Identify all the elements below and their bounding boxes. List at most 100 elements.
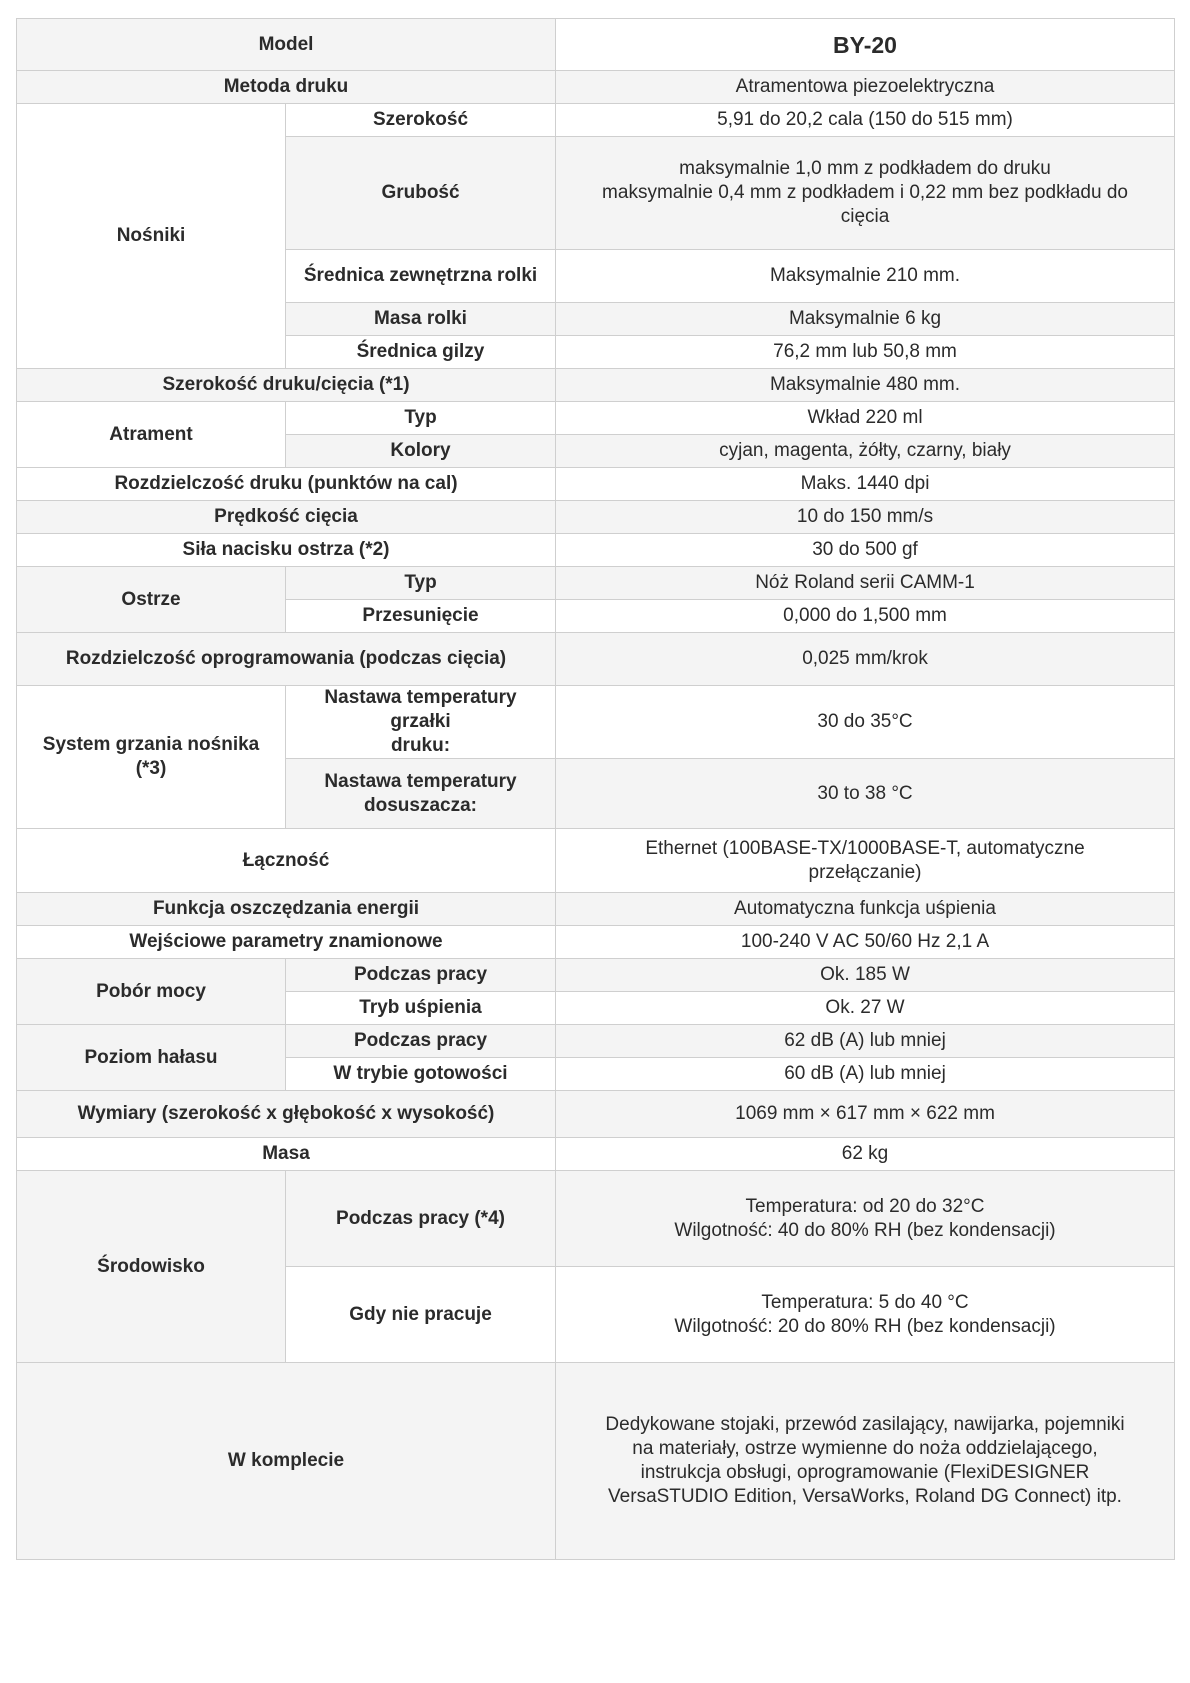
value-line: Wilgotność: 40 do 80% RH (bez kondensacj… xyxy=(674,1219,1056,1241)
table-row: Rozdzielczość druku (punktów na cal) Mak… xyxy=(15,467,1176,501)
value-line: Wilgotność: 20 do 80% RH (bez kondensacj… xyxy=(674,1315,1056,1337)
sub-label: Masa rolki xyxy=(284,302,557,336)
row-value: 0,000 do 1,500 mm xyxy=(555,599,1176,633)
row-value: 0,025 mm/krok xyxy=(555,632,1176,686)
label-line: dosuszacza: xyxy=(364,794,477,816)
table-row: Masa rolki Maksymalnie 6 kg xyxy=(17,302,1176,336)
sub-label: Podczas pracy (*4) xyxy=(284,1170,557,1267)
sub-label: Średnica gilzy xyxy=(284,335,557,369)
sub-label: Nastawa temperatury grzałki druku: xyxy=(284,685,557,759)
value-line: Temperatura: od 20 do 32°C xyxy=(745,1195,985,1217)
table-row: Wejściowe parametry znamionowe 100-240 V… xyxy=(15,925,1176,959)
row-value: Nóż Roland serii CAMM-1 xyxy=(555,566,1176,600)
row-value: 62 dB (A) lub mniej xyxy=(555,1024,1176,1058)
sub-label: Szerokość xyxy=(284,103,557,137)
row-value: 30 do 500 gf xyxy=(555,533,1176,567)
group-label: Ostrze xyxy=(16,566,286,633)
row-label: W komplecie xyxy=(15,1362,557,1560)
table-row: Łączność Ethernet (100BASE-TX/1000BASE-T… xyxy=(15,828,1176,893)
sub-label: Gdy nie pracuje xyxy=(284,1266,557,1363)
sub-label: Grubość xyxy=(284,136,557,250)
group-label: Atrament xyxy=(16,401,286,468)
row-value: 5,91 do 20,2 cala (150 do 515 mm) xyxy=(555,103,1176,137)
sub-label: Tryb uśpienia xyxy=(284,991,557,1025)
table-row: Pobór mocy Podczas pracy Ok. 185 W xyxy=(16,958,1176,1025)
row-value: Maksymalnie 210 mm. xyxy=(555,249,1176,303)
sub-label: Kolory xyxy=(284,434,557,468)
table-row: Nośniki Szerokość 5,91 do 20,2 cala (150… xyxy=(16,103,1176,369)
table-header-row: Model BY-20 xyxy=(15,18,1176,71)
table-row: W komplecie Dedykowane stojaki, przewód … xyxy=(15,1362,1176,1560)
row-value: Maksymalnie 6 kg xyxy=(555,302,1176,336)
label-line: druku: xyxy=(390,735,451,756)
row-value: 100-240 V AC 50/60 Hz 2,1 A xyxy=(555,925,1176,959)
sub-label: W trybie gotowości xyxy=(284,1057,557,1091)
value-line: na materiały, ostrze wymienne do noża od… xyxy=(632,1438,1098,1459)
spec-table: Model BY-20 Metoda druku Atramentowa pie… xyxy=(15,18,1176,1560)
value-line: maksymalnie 0,4 mm z podkładem i 0,22 mm… xyxy=(602,182,1128,203)
row-label: Rozdzielczość druku (punktów na cal) xyxy=(15,467,557,501)
value-line: przełączanie) xyxy=(808,862,922,883)
table-row: Średnica gilzy 76,2 mm lub 50,8 mm xyxy=(17,335,1176,369)
row-value: maksymalnie 1,0 mm z podkładem do druku … xyxy=(555,136,1176,250)
row-value: 30 to 38 °C xyxy=(555,758,1176,829)
table-row: Siła nacisku ostrza (*2) 30 do 500 gf xyxy=(15,533,1176,567)
group-label: Środowisko xyxy=(16,1170,286,1363)
table-row: Średnica zewnętrzna rolki Maksymalnie 21… xyxy=(17,249,1176,303)
header-model-value: BY-20 xyxy=(555,18,1176,71)
sub-label: Średnica zewnętrzna rolki xyxy=(284,249,557,303)
sub-label: Typ xyxy=(284,566,557,600)
table-row: Rozdzielczość oprogramowania (podczas ci… xyxy=(15,632,1176,686)
group-label: Pobór mocy xyxy=(16,958,286,1025)
row-label: Wymiary (szerokość x głębokość x wysokoś… xyxy=(15,1090,557,1138)
label-line: Nastawa temperatury grzałki xyxy=(324,687,517,732)
table-row: Tryb uśpienia Ok. 27 W xyxy=(17,991,1176,1025)
row-value: Dedykowane stojaki, przewód zasilający, … xyxy=(555,1362,1176,1560)
table-row: Prędkość cięcia 10 do 150 mm/s xyxy=(15,500,1176,534)
table-row: Atrament Typ Wkład 220 ml xyxy=(16,401,1176,468)
row-value: 10 do 150 mm/s xyxy=(555,500,1176,534)
header-model-label: Model xyxy=(15,18,557,71)
row-label: Siła nacisku ostrza (*2) xyxy=(15,533,557,567)
sub-label: Podczas pracy xyxy=(284,1024,557,1058)
table-row: Szerokość druku/cięcia (*1) Maksymalnie … xyxy=(15,368,1176,402)
value-line: cięcia xyxy=(840,206,890,227)
table-row: Kolory cyjan, magenta, żółty, czarny, bi… xyxy=(17,434,1176,468)
row-value: cyjan, magenta, żółty, czarny, biały xyxy=(555,434,1176,468)
row-value: Temperatura: 5 do 40 °C Wilgotność: 20 d… xyxy=(555,1266,1176,1363)
table-row: Metoda druku Atramentowa piezoelektryczn… xyxy=(15,70,1176,104)
sub-label: Przesunięcie xyxy=(284,599,557,633)
group-label: Nośniki xyxy=(16,103,286,369)
row-value: Maksymalnie 480 mm. xyxy=(555,368,1176,402)
row-label: Funkcja oszczędzania energii xyxy=(15,892,557,926)
value-line: VersaSTUDIO Edition, VersaWorks, Roland … xyxy=(608,1486,1122,1507)
row-value: 62 kg xyxy=(555,1137,1176,1171)
sub-label: Typ xyxy=(284,401,557,435)
table-row: Funkcja oszczędzania energii Automatyczn… xyxy=(15,892,1176,926)
table-row: Poziom hałasu Podczas pracy 62 dB (A) lu… xyxy=(16,1024,1176,1091)
row-value: 1069 mm × 617 mm × 622 mm xyxy=(555,1090,1176,1138)
row-value: 60 dB (A) lub mniej xyxy=(555,1057,1176,1091)
value-line: Dedykowane stojaki, przewód zasilający, … xyxy=(605,1414,1125,1435)
group-label: Poziom hałasu xyxy=(16,1024,286,1091)
value-line: Temperatura: 5 do 40 °C xyxy=(761,1291,969,1313)
row-label: Metoda druku xyxy=(15,70,557,104)
table-row: Grubość maksymalnie 1,0 mm z podkładem d… xyxy=(17,136,1176,250)
row-value: Temperatura: od 20 do 32°C Wilgotność: 4… xyxy=(555,1170,1176,1267)
row-value: Automatyczna funkcja uśpienia xyxy=(555,892,1176,926)
table-row: Nastawa temperatury dosuszacza: 30 to 38… xyxy=(17,758,1176,829)
sub-label: Podczas pracy xyxy=(284,958,557,992)
row-value: 76,2 mm lub 50,8 mm xyxy=(555,335,1176,369)
table-row: Wymiary (szerokość x głębokość x wysokoś… xyxy=(15,1090,1176,1138)
row-value: Ok. 185 W xyxy=(555,958,1176,992)
label-line: Nastawa temperatury xyxy=(324,770,517,792)
row-label: Masa xyxy=(15,1137,557,1171)
table-row: Środowisko Podczas pracy (*4) Temperatur… xyxy=(16,1170,1176,1363)
row-value: Atramentowa piezoelektryczna xyxy=(555,70,1176,104)
table-row: Przesunięcie 0,000 do 1,500 mm xyxy=(17,599,1176,633)
table-row: W trybie gotowości 60 dB (A) lub mniej xyxy=(17,1057,1176,1091)
table-row: Ostrze Typ Nóż Roland serii CAMM-1 xyxy=(16,566,1176,633)
row-value: Maks. 1440 dpi xyxy=(555,467,1176,501)
row-value: 30 do 35°C xyxy=(555,685,1176,759)
value-line: instrukcja obsługi, oprogramowanie (Flex… xyxy=(640,1462,1090,1483)
